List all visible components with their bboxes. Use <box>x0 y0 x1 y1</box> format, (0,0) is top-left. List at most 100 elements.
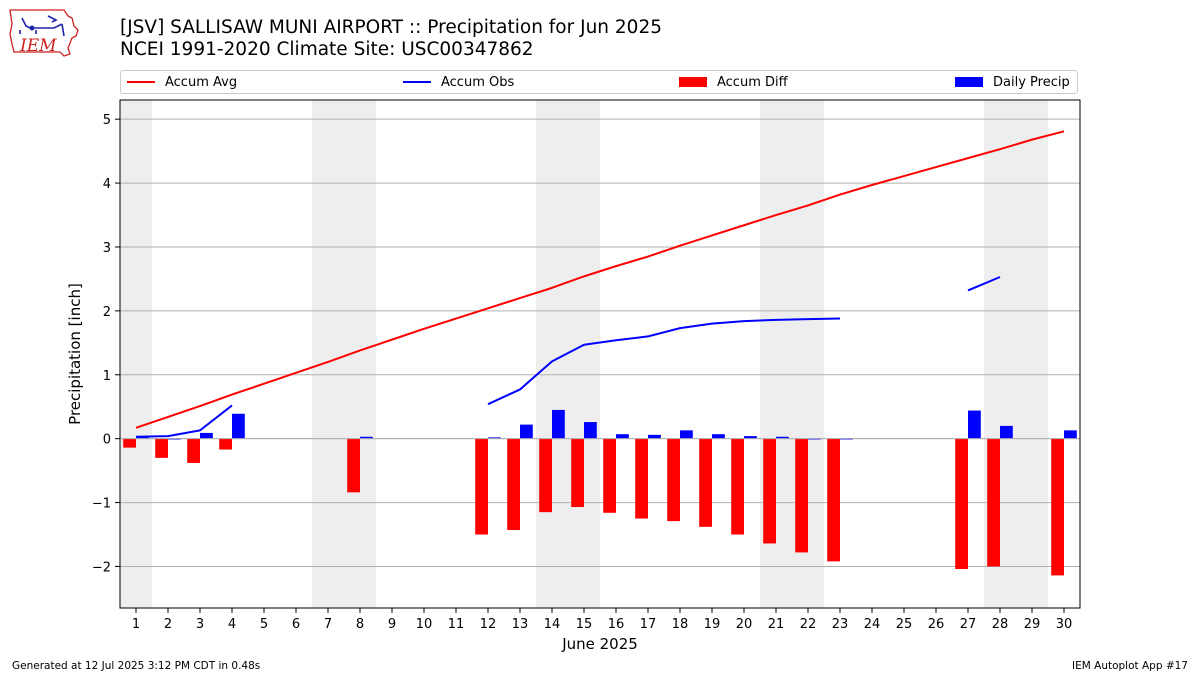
bar-daily-precip-day-19 <box>712 434 725 439</box>
y-tick-label: 4 <box>103 177 111 192</box>
x-tick-label: 2 <box>164 617 172 632</box>
y-tick-label: 0 <box>103 433 111 448</box>
bar-accum-diff-day-3 <box>187 438 200 463</box>
y-tick-label: 1 <box>103 369 111 384</box>
legend-swatch-accum-avg <box>127 81 155 83</box>
bar-daily-precip-day-16 <box>616 434 629 439</box>
x-tick-label: 29 <box>1024 617 1041 632</box>
x-tick-label: 3 <box>196 617 204 632</box>
bar-accum-diff-day-15 <box>571 438 584 508</box>
bar-accum-diff-day-17 <box>635 438 648 519</box>
line-accum-obs-segment-1 <box>135 404 233 438</box>
x-tick-label: 23 <box>832 617 849 632</box>
bar-accum-diff-day-28 <box>987 438 1000 567</box>
y-axis-label: Precipitation [inch] <box>66 283 84 425</box>
bar-daily-precip-day-30 <box>1064 430 1077 439</box>
legend-swatch-daily-precip <box>955 77 983 87</box>
bar-accum-diff-day-12 <box>475 438 488 535</box>
line-accum-avg-segment-1 <box>135 130 1065 429</box>
bar-accum-diff-day-19 <box>699 438 712 527</box>
x-tick-label: 13 <box>512 617 529 632</box>
x-tick-label: 11 <box>448 617 465 632</box>
x-tick-label: 8 <box>356 617 364 632</box>
weekend-shade-2 <box>312 100 376 608</box>
y-tick-label: −2 <box>92 560 111 575</box>
iowa-outline-icon <box>9 9 79 57</box>
bar-accum-diff-day-13 <box>507 438 520 531</box>
x-tick-label: 6 <box>292 617 300 632</box>
bar-accum-diff-day-23 <box>827 438 840 562</box>
footer-app-text: IEM Autoplot App #17 <box>1072 660 1188 672</box>
bar-accum-diff-day-27 <box>955 438 968 570</box>
y-tick-label: 2 <box>103 305 111 320</box>
x-tick-label: 28 <box>992 617 1009 632</box>
x-tick-label: 19 <box>704 617 721 632</box>
legend-label-accum-diff: Accum Diff <box>717 74 788 90</box>
bar-accum-diff-day-16 <box>603 438 616 513</box>
bar-accum-diff-day-21 <box>763 438 776 544</box>
bar-daily-precip-day-27 <box>968 410 981 439</box>
bar-daily-precip-day-13 <box>520 424 533 439</box>
x-tick-label: 7 <box>324 617 332 632</box>
x-tick-label: 24 <box>864 617 881 632</box>
x-tick-label: 14 <box>544 617 561 632</box>
x-axis-label: June 2025 <box>561 635 638 653</box>
bar-accum-diff-day-14 <box>539 438 552 513</box>
x-tick-label: 27 <box>960 617 977 632</box>
bar-accum-diff-day-18 <box>667 438 680 522</box>
weekend-shade-1 <box>120 100 152 608</box>
bar-daily-precip-day-3 <box>200 432 213 439</box>
x-tick-label: 16 <box>608 617 625 632</box>
x-tick-label: 4 <box>228 617 236 632</box>
x-tick-label: 18 <box>672 617 689 632</box>
logo-text: IEM <box>19 36 57 56</box>
legend-label-accum-avg: Accum Avg <box>165 74 238 90</box>
legend-swatch-accum-diff <box>679 77 707 87</box>
bar-daily-precip-day-4 <box>232 413 245 439</box>
plot-frame <box>119 99 1081 609</box>
bar-daily-precip-day-18 <box>680 430 693 439</box>
bar-accum-diff-day-8 <box>347 438 360 493</box>
line-accum-obs-segment-2 <box>487 317 841 406</box>
iem-logo: IEM <box>9 9 79 57</box>
bar-daily-precip-day-14 <box>552 409 565 439</box>
line-accum-obs-segment-3 <box>967 276 1001 292</box>
x-tick-label: 26 <box>928 617 945 632</box>
x-tick-label: 30 <box>1056 617 1073 632</box>
bar-accum-diff-day-30 <box>1051 438 1064 576</box>
x-tick-label: 21 <box>768 617 785 632</box>
legend: Accum Avg Accum Obs Accum Diff Daily Pre… <box>120 70 1078 94</box>
x-tick-label: 15 <box>576 617 593 632</box>
series-lines <box>135 130 1065 438</box>
x-tick-label: 9 <box>388 617 396 632</box>
bar-accum-diff-day-20 <box>731 438 744 535</box>
bar-daily-precip-day-20 <box>744 436 757 439</box>
legend-item-accum-avg: Accum Avg <box>127 71 237 93</box>
x-tick-label: 1 <box>132 617 140 632</box>
y-tick-label: 5 <box>103 113 111 128</box>
legend-label-accum-obs: Accum Obs <box>441 74 515 90</box>
legend-item-accum-diff: Accum Diff <box>679 71 788 93</box>
footer-generated-text: Generated at 12 Jul 2025 3:12 PM CDT in … <box>12 660 261 672</box>
bar-daily-precip-day-28 <box>1000 425 1013 439</box>
bar-daily-precip-day-15 <box>584 422 597 439</box>
legend-item-daily-precip: Daily Precip <box>955 71 1070 93</box>
legend-label-daily-precip: Daily Precip <box>993 74 1070 90</box>
chart-subtitle: NCEI 1991-2020 Climate Site: USC00347862 <box>120 39 534 60</box>
weekend-shading <box>120 100 1048 608</box>
x-tick-label: 20 <box>736 617 753 632</box>
bar-daily-precip-day-17 <box>648 434 661 439</box>
x-axis-ticks: 1 2 3 4 5 6 7 8 9 10 11 12 13 14 15 16 17 18 19 20 21 22 23 24 2… <box>132 608 1072 632</box>
bar-daily-precip-day-1 <box>136 436 149 439</box>
bar-accum-diff-day-2 <box>155 438 168 458</box>
bar-daily-precip-day-12 <box>488 437 501 439</box>
bar-accum-diff-day-22 <box>795 438 808 553</box>
bar-accum-diff-day-1 <box>123 438 136 448</box>
y-axis-ticks: −2 −1 0 1 2 3 4 5 <box>92 113 120 575</box>
y-tick-label: −1 <box>92 497 111 512</box>
legend-swatch-accum-obs <box>403 81 431 83</box>
x-tick-label: 25 <box>896 617 913 632</box>
legend-item-accum-obs: Accum Obs <box>403 71 514 93</box>
x-tick-label: 17 <box>640 617 657 632</box>
